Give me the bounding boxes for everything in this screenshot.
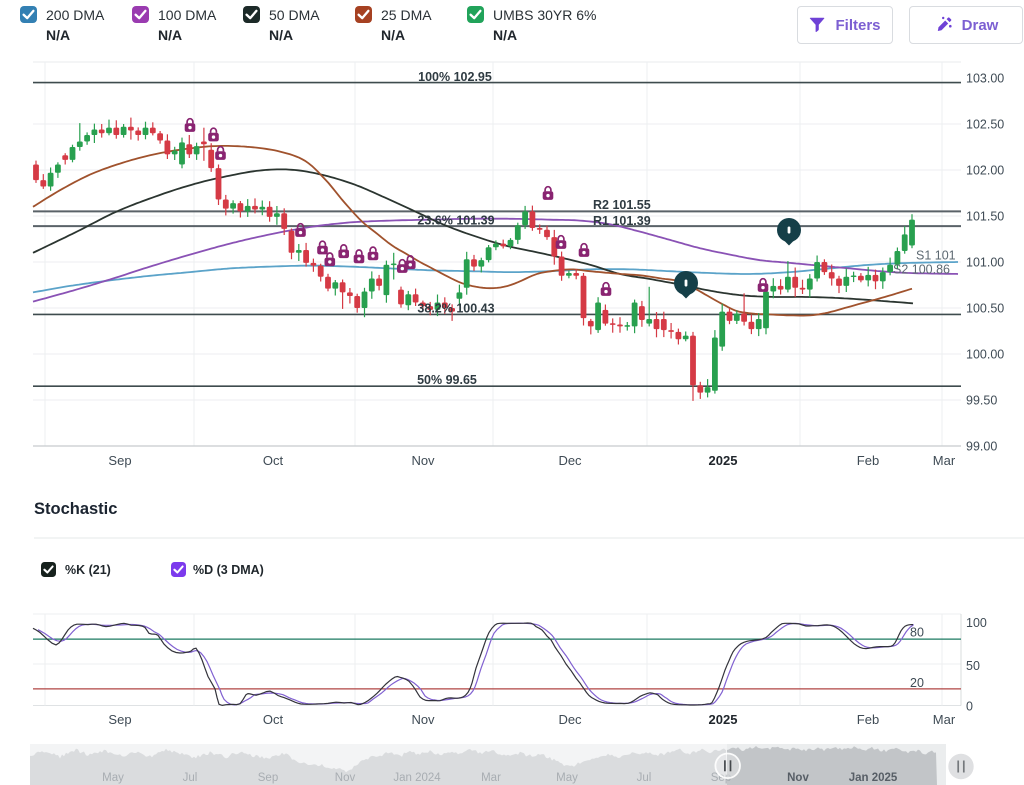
svg-text:101.00: 101.00 bbox=[966, 256, 1004, 270]
svg-text:Mar: Mar bbox=[481, 772, 501, 784]
svg-text:23.6% 101.39: 23.6% 101.39 bbox=[417, 214, 494, 228]
svg-text:99.50: 99.50 bbox=[966, 394, 997, 408]
svg-text:May: May bbox=[556, 772, 578, 784]
svg-text:102.50: 102.50 bbox=[966, 118, 1004, 132]
svg-text:Mar: Mar bbox=[933, 712, 956, 727]
svg-text:2025: 2025 bbox=[709, 453, 738, 468]
svg-text:Nov: Nov bbox=[787, 772, 809, 784]
svg-text:Mar: Mar bbox=[933, 453, 956, 468]
svg-text:101.50: 101.50 bbox=[966, 210, 1004, 224]
svg-text:Dec: Dec bbox=[558, 712, 582, 727]
svg-text:Nov: Nov bbox=[411, 453, 435, 468]
svg-text:Jan 2024: Jan 2024 bbox=[393, 772, 441, 784]
svg-text:Sep: Sep bbox=[711, 772, 731, 784]
svg-text:2025: 2025 bbox=[709, 712, 738, 727]
svg-text:Stochastic: Stochastic bbox=[34, 500, 117, 518]
svg-text:99.00: 99.00 bbox=[966, 440, 997, 454]
svg-text:Feb: Feb bbox=[857, 712, 879, 727]
svg-text:Oct: Oct bbox=[263, 712, 284, 727]
svg-text:R1 101.39: R1 101.39 bbox=[593, 214, 651, 228]
svg-text:Dec: Dec bbox=[558, 453, 582, 468]
svg-text:20: 20 bbox=[910, 676, 924, 690]
svg-text:Nov: Nov bbox=[411, 712, 435, 727]
svg-text:103.00: 103.00 bbox=[966, 72, 1004, 86]
svg-text:100: 100 bbox=[966, 616, 987, 630]
svg-text:May: May bbox=[102, 772, 124, 784]
svg-text:Sep: Sep bbox=[108, 453, 131, 468]
svg-text:102.00: 102.00 bbox=[966, 164, 1004, 178]
svg-text:38.2% 100.43: 38.2% 100.43 bbox=[417, 302, 494, 316]
svg-text:R2 101.55: R2 101.55 bbox=[593, 198, 651, 212]
svg-text:100.00: 100.00 bbox=[966, 348, 1004, 362]
svg-text:80: 80 bbox=[910, 626, 924, 640]
svg-text:50: 50 bbox=[966, 659, 980, 673]
svg-text:100% 102.95: 100% 102.95 bbox=[418, 70, 492, 84]
svg-text:0: 0 bbox=[966, 700, 973, 714]
svg-text:Jan 2025: Jan 2025 bbox=[849, 772, 898, 784]
svg-text:Jul: Jul bbox=[183, 772, 198, 784]
svg-text:Nov: Nov bbox=[335, 772, 356, 784]
svg-text:Oct: Oct bbox=[263, 453, 284, 468]
svg-text:S1 101: S1 101 bbox=[916, 249, 956, 263]
svg-text:Jul: Jul bbox=[637, 772, 652, 784]
svg-text:Sep: Sep bbox=[108, 712, 131, 727]
svg-text:50% 99.65: 50% 99.65 bbox=[417, 373, 477, 387]
svg-text:S2 100.86: S2 100.86 bbox=[893, 263, 950, 277]
svg-text:Sep: Sep bbox=[258, 772, 278, 784]
svg-text:Feb: Feb bbox=[857, 453, 879, 468]
svg-text:100.50: 100.50 bbox=[966, 302, 1004, 316]
